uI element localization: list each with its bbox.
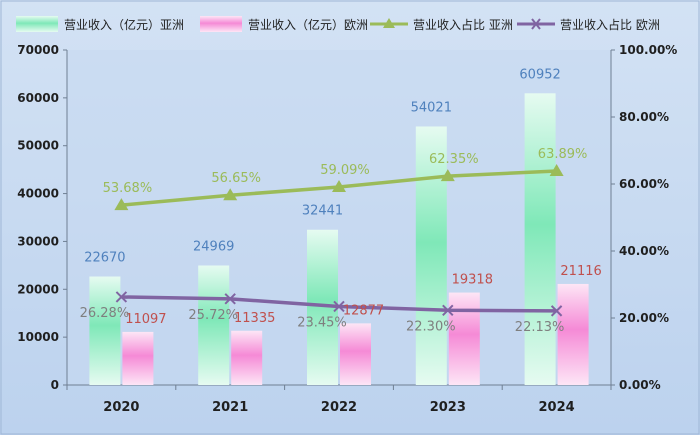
x-tick-label: 2023 xyxy=(430,400,466,415)
marker-europe-share xyxy=(224,293,236,305)
label-asia-revenue: 60952 xyxy=(519,67,560,82)
y-left-tick-label: 10000 xyxy=(17,330,59,344)
label-europe-share: 22.30% xyxy=(406,319,456,334)
axes: 0 10000 20000 30000 40000 50000 60000 70000 0.00… xyxy=(17,43,677,415)
y-right-tick-label: 60.00% xyxy=(619,177,669,191)
marker-asia-share xyxy=(332,180,346,193)
marker-asia-share xyxy=(549,163,564,176)
label-europe-revenue: 11097 xyxy=(125,312,166,327)
label-asia-share: 56.65% xyxy=(211,171,261,186)
marker-asia-share xyxy=(114,198,129,211)
label-asia-revenue: 32441 xyxy=(302,204,343,219)
legend-label-asia-revenue: 营业收入（亿元）亚洲 xyxy=(64,17,184,32)
y-left-tick-label: 40000 xyxy=(17,187,59,201)
marker-europe-share xyxy=(333,300,345,313)
y-left-tick-label: 20000 xyxy=(17,282,59,296)
label-asia-share: 59.09% xyxy=(320,163,370,178)
label-europe-share: 26.28% xyxy=(80,306,130,321)
label-europe-share: 22.13% xyxy=(515,320,565,335)
y-right-tick-label: 100.00% xyxy=(619,43,677,57)
bar-europe xyxy=(340,323,371,385)
legend-label-europe-share: 营业收入占比 欧洲 xyxy=(560,17,660,32)
legend: 营业收入（亿元）亚洲 营业收入（亿元）欧洲 营业收入占比 亚洲 营业收入占比 欧洲 xyxy=(16,16,660,32)
label-asia-revenue: 24969 xyxy=(193,240,234,255)
y-left-tick-label: 70000 xyxy=(17,43,59,57)
x-tick-label: 2022 xyxy=(321,400,357,415)
legend-marker-europe-share xyxy=(531,18,541,30)
label-asia-revenue: 54021 xyxy=(411,100,452,115)
y-right-tick-label: 40.00% xyxy=(619,244,669,258)
legend-label-europe-revenue: 营业收入（亿元）欧洲 xyxy=(248,17,368,32)
bar-asia xyxy=(524,93,556,385)
y-right-tick-label: 80.00% xyxy=(619,110,669,124)
label-europe-revenue: 12877 xyxy=(343,303,384,318)
x-tick-label: 2024 xyxy=(539,400,575,415)
y-right-tick-label: 0.00% xyxy=(619,378,661,392)
label-europe-revenue: 19318 xyxy=(452,273,493,288)
plot-area xyxy=(67,50,611,385)
lines xyxy=(114,163,564,317)
marker-europe-share xyxy=(550,305,563,317)
label-asia-share: 53.68% xyxy=(103,181,153,196)
label-asia-share: 62.35% xyxy=(429,152,479,167)
legend-label-asia-share: 营业收入占比 亚洲 xyxy=(413,17,513,32)
legend-swatch-asia-revenue xyxy=(16,16,58,32)
bars xyxy=(89,93,589,385)
x-tick-label: 2020 xyxy=(103,400,139,415)
bar-asia xyxy=(198,265,230,385)
legend-swatch-europe-revenue xyxy=(200,16,242,32)
y-left-tick-label: 50000 xyxy=(17,139,59,153)
marker-europe-share xyxy=(442,304,454,317)
marker-europe-share xyxy=(115,291,128,303)
bar-europe xyxy=(231,330,263,385)
label-europe-revenue: 21116 xyxy=(560,264,601,279)
bar-europe xyxy=(557,283,589,385)
data-labels: 22670 11097 53.68% 26.28% 24969 11335 56.65% 25… xyxy=(80,67,602,335)
bar-asia xyxy=(415,126,447,385)
label-asia-share: 63.89% xyxy=(538,147,588,162)
bar-europe xyxy=(448,292,480,385)
bar-asia xyxy=(89,276,121,385)
label-europe-revenue: 11335 xyxy=(234,311,275,326)
x-tick-label: 2021 xyxy=(212,400,248,415)
marker-asia-share xyxy=(440,169,455,182)
label-asia-revenue: 22670 xyxy=(84,251,125,266)
y-left-tick-label: 30000 xyxy=(17,234,59,248)
y-left-tick-label: 0 xyxy=(51,378,59,392)
legend-marker-asia-share xyxy=(383,18,395,28)
label-europe-share: 25.72% xyxy=(188,308,238,323)
marker-asia-share xyxy=(223,188,238,201)
label-europe-share: 23.45% xyxy=(297,315,347,330)
y-left-tick-label: 60000 xyxy=(17,91,59,105)
bar-europe xyxy=(122,331,154,385)
y-right-tick-label: 20.00% xyxy=(619,311,669,325)
